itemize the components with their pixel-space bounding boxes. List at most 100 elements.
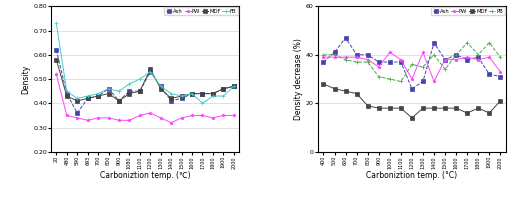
FB bbox=[53, 22, 59, 25]
MDF bbox=[486, 112, 493, 114]
PB bbox=[332, 53, 338, 56]
Ash bbox=[178, 97, 184, 100]
Legend: Ash, PW, MDF, PB: Ash, PW, MDF, PB bbox=[431, 7, 505, 15]
MDF bbox=[342, 90, 349, 92]
Ash bbox=[387, 61, 393, 63]
PW bbox=[126, 119, 132, 121]
PW bbox=[475, 58, 481, 61]
MDF bbox=[220, 88, 226, 90]
PW bbox=[105, 117, 111, 119]
Ash bbox=[497, 75, 503, 78]
FB bbox=[189, 92, 195, 95]
FB bbox=[231, 85, 237, 88]
MDF bbox=[398, 107, 404, 109]
PW bbox=[332, 56, 338, 58]
PB bbox=[342, 58, 349, 61]
PW bbox=[95, 117, 101, 119]
PB bbox=[376, 75, 382, 78]
Ash bbox=[199, 92, 205, 95]
MDF bbox=[442, 107, 448, 109]
PW bbox=[320, 56, 327, 58]
MDF bbox=[85, 97, 91, 100]
FB bbox=[95, 92, 101, 95]
Ash bbox=[376, 61, 382, 63]
Ash bbox=[398, 61, 404, 63]
MDF bbox=[365, 104, 371, 107]
MDF bbox=[354, 92, 360, 95]
PB bbox=[398, 80, 404, 83]
Ash bbox=[431, 41, 437, 44]
Ash bbox=[475, 56, 481, 58]
MDF bbox=[199, 92, 205, 95]
PB bbox=[409, 63, 415, 66]
PB bbox=[497, 56, 503, 58]
Ash bbox=[320, 61, 327, 63]
PW bbox=[398, 58, 404, 61]
Ash bbox=[137, 90, 143, 92]
PW bbox=[199, 114, 205, 117]
X-axis label: Carboniztion temp. (°C): Carboniztion temp. (°C) bbox=[366, 171, 457, 180]
MDF bbox=[231, 85, 237, 88]
Ash bbox=[105, 88, 111, 90]
FB bbox=[64, 90, 70, 92]
Ash bbox=[147, 71, 153, 73]
Ash bbox=[210, 92, 216, 95]
MDF bbox=[210, 92, 216, 95]
PB bbox=[453, 53, 459, 56]
Ash bbox=[116, 100, 122, 102]
PW bbox=[147, 112, 153, 114]
Ash bbox=[95, 95, 101, 97]
Line: Ash: Ash bbox=[322, 36, 502, 90]
PW bbox=[409, 78, 415, 80]
PB bbox=[431, 53, 437, 56]
Ash bbox=[342, 37, 349, 39]
PB bbox=[486, 41, 493, 44]
PW bbox=[168, 121, 174, 124]
MDF bbox=[475, 107, 481, 109]
PW bbox=[158, 117, 164, 119]
Ash bbox=[332, 51, 338, 54]
PB bbox=[365, 61, 371, 63]
PB bbox=[475, 53, 481, 56]
Ash bbox=[354, 53, 360, 56]
Ash bbox=[231, 85, 237, 88]
Ash bbox=[420, 80, 426, 83]
MDF bbox=[464, 112, 470, 114]
PW bbox=[137, 114, 143, 117]
Ash bbox=[453, 53, 459, 56]
MDF bbox=[126, 92, 132, 95]
Line: FB: FB bbox=[55, 21, 236, 105]
Y-axis label: Density: Density bbox=[21, 64, 31, 94]
Ash bbox=[220, 88, 226, 90]
MDF bbox=[147, 68, 153, 71]
PW bbox=[464, 56, 470, 58]
X-axis label: Carboniztion temp. (℃): Carboniztion temp. (℃) bbox=[100, 171, 191, 180]
MDF bbox=[332, 88, 338, 90]
PW bbox=[178, 117, 184, 119]
Line: PW: PW bbox=[322, 51, 502, 83]
FB bbox=[158, 85, 164, 88]
FB bbox=[178, 95, 184, 97]
MDF bbox=[387, 107, 393, 109]
PW bbox=[74, 117, 80, 119]
MDF bbox=[168, 97, 174, 100]
MDF bbox=[420, 107, 426, 109]
PW bbox=[220, 114, 226, 117]
PW bbox=[189, 114, 195, 117]
Legend: Ash, PW, MDF, FB: Ash, PW, MDF, FB bbox=[164, 7, 238, 15]
PW bbox=[342, 56, 349, 58]
Ash bbox=[158, 85, 164, 88]
PB bbox=[442, 68, 448, 71]
PW bbox=[431, 80, 437, 83]
PW bbox=[64, 114, 70, 117]
Ash bbox=[442, 58, 448, 61]
Ash bbox=[486, 73, 493, 76]
PW bbox=[231, 114, 237, 117]
PB bbox=[320, 53, 327, 56]
FB bbox=[137, 78, 143, 80]
PW bbox=[453, 58, 459, 61]
Ash bbox=[409, 88, 415, 90]
MDF bbox=[74, 100, 80, 102]
Line: Ash: Ash bbox=[55, 48, 236, 115]
MDF bbox=[105, 92, 111, 95]
